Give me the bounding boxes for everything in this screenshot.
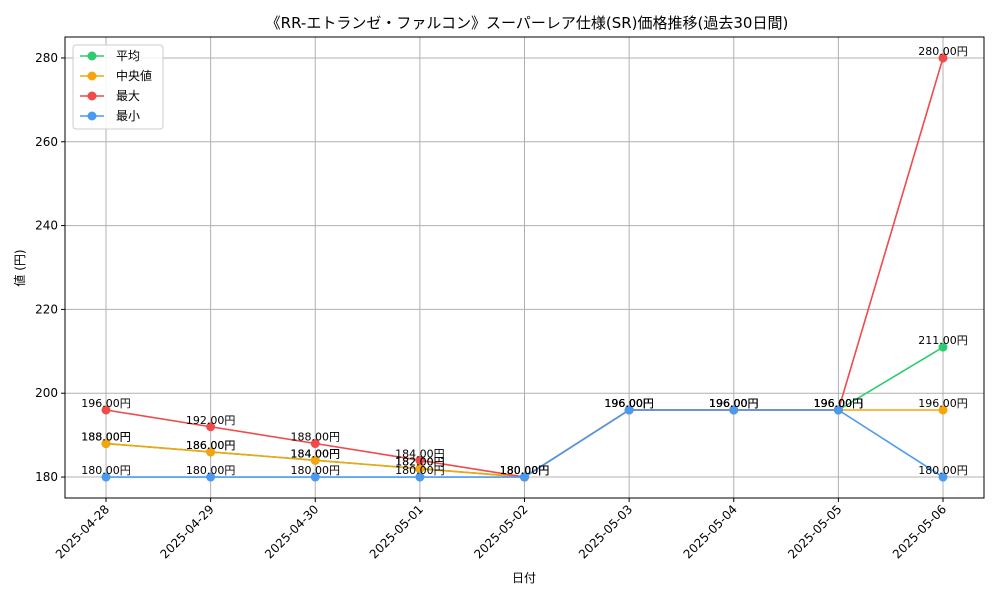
data-label: 180.00円 xyxy=(186,464,236,477)
data-label: 196.00円 xyxy=(814,397,864,410)
data-label: 184.00円 xyxy=(291,447,341,460)
chart-title: 《RR-エトランゼ・ファルコン》スーパーレア仕様(SR)価格推移(過去30日間) xyxy=(266,14,789,32)
data-label: 186.00円 xyxy=(186,439,236,452)
data-label: 196.00円 xyxy=(709,397,759,410)
x-tick-label: 2025-04-28 xyxy=(53,502,112,561)
legend-label: 中央値 xyxy=(116,68,152,83)
data-label: 186.00円 xyxy=(186,439,236,452)
grid xyxy=(65,37,984,498)
data-label: 180.00円 xyxy=(81,464,131,477)
data-point xyxy=(206,422,216,432)
legend-marker xyxy=(87,111,97,121)
x-tick-label: 2025-05-06 xyxy=(890,502,949,561)
data-point xyxy=(206,447,216,457)
data-label: 180.00円 xyxy=(500,464,550,477)
y-tick-label: 200 xyxy=(35,386,58,400)
data-point xyxy=(415,464,425,474)
data-label: 196.00円 xyxy=(81,397,131,410)
data-label: 182.00円 xyxy=(395,456,445,469)
data-label: 184.00円 xyxy=(291,447,341,460)
y-tick-label: 180 xyxy=(35,470,58,484)
data-point xyxy=(938,342,948,352)
data-label: 196.00円 xyxy=(814,397,864,410)
y-axis-label: 値 (円) xyxy=(12,249,27,286)
data-label: 192.00円 xyxy=(186,414,236,427)
data-label: 196.00円 xyxy=(709,397,759,410)
data-point xyxy=(415,472,425,482)
data-label: 196.00円 xyxy=(709,397,759,410)
data-label: 196.00円 xyxy=(709,397,759,410)
data-label: 280.00円 xyxy=(918,45,968,58)
data-point xyxy=(520,472,529,482)
x-tick-label: 2025-05-04 xyxy=(681,502,740,561)
data-point xyxy=(101,405,111,415)
data-point xyxy=(938,472,948,482)
legend-label: 最大 xyxy=(116,89,140,103)
data-point xyxy=(938,53,948,63)
y-ticks: 180 200 220 240 260 280 xyxy=(35,51,65,484)
x-axis-label: 日付 xyxy=(512,571,536,585)
data-label: 188.00円 xyxy=(291,431,341,444)
data-point xyxy=(310,455,320,465)
data-label: 182.00円 xyxy=(395,456,445,469)
data-label: 211.00円 xyxy=(918,334,968,347)
data-point xyxy=(624,405,634,415)
data-label: 196.00円 xyxy=(918,397,968,410)
data-label: 180.00円 xyxy=(500,464,550,477)
data-label: 196.00円 xyxy=(604,397,654,410)
data-point xyxy=(101,439,111,449)
data-point xyxy=(833,405,843,415)
data-label: 180.00円 xyxy=(918,464,968,477)
legend-marker xyxy=(87,71,97,81)
data-label: 180.00円 xyxy=(395,464,445,477)
legend-marker xyxy=(87,91,97,101)
data-point xyxy=(415,455,425,465)
data-point xyxy=(310,472,320,482)
data-label: 180.00円 xyxy=(500,464,550,477)
legend-label: 平均 xyxy=(116,49,140,63)
legend-box xyxy=(72,44,164,130)
x-tick-label: 2025-05-03 xyxy=(576,502,635,561)
data-point xyxy=(938,405,948,415)
data-label: 196.00円 xyxy=(814,397,864,410)
x-ticks: 2025-04-28 2025-04-29 2025-04-30 2025-05-01… xyxy=(53,498,949,561)
data-label: 180.00円 xyxy=(291,464,341,477)
data-label: 184.00円 xyxy=(395,447,445,460)
data-label: 196.00円 xyxy=(604,397,654,410)
data-point xyxy=(310,439,320,449)
data-point xyxy=(206,472,216,482)
x-tick-label: 2025-04-29 xyxy=(158,502,217,561)
legend-marker xyxy=(87,51,97,61)
y-tick-label: 260 xyxy=(35,135,58,149)
legend-label: 最小 xyxy=(116,109,140,123)
data-label: 196.00円 xyxy=(604,397,654,410)
data-label: 188.00円 xyxy=(81,431,131,444)
data-labels: 188.00円186.00円184.00円182.00円180.00円196.0… xyxy=(81,45,968,477)
data-label: 196.00円 xyxy=(814,397,864,410)
data-label: 196.00円 xyxy=(604,397,654,410)
x-tick-label: 2025-05-02 xyxy=(471,502,530,561)
y-tick-label: 280 xyxy=(35,51,58,65)
y-tick-label: 220 xyxy=(35,302,58,316)
data-point xyxy=(101,472,111,482)
data-label: 180.00円 xyxy=(500,464,550,477)
x-tick-label: 2025-04-30 xyxy=(262,502,321,561)
x-tick-label: 2025-05-05 xyxy=(785,502,844,561)
x-tick-label: 2025-05-01 xyxy=(367,502,426,561)
series-points xyxy=(101,53,948,482)
y-tick-label: 240 xyxy=(35,219,58,233)
data-label: 188.00円 xyxy=(81,431,131,444)
data-point xyxy=(729,405,739,415)
